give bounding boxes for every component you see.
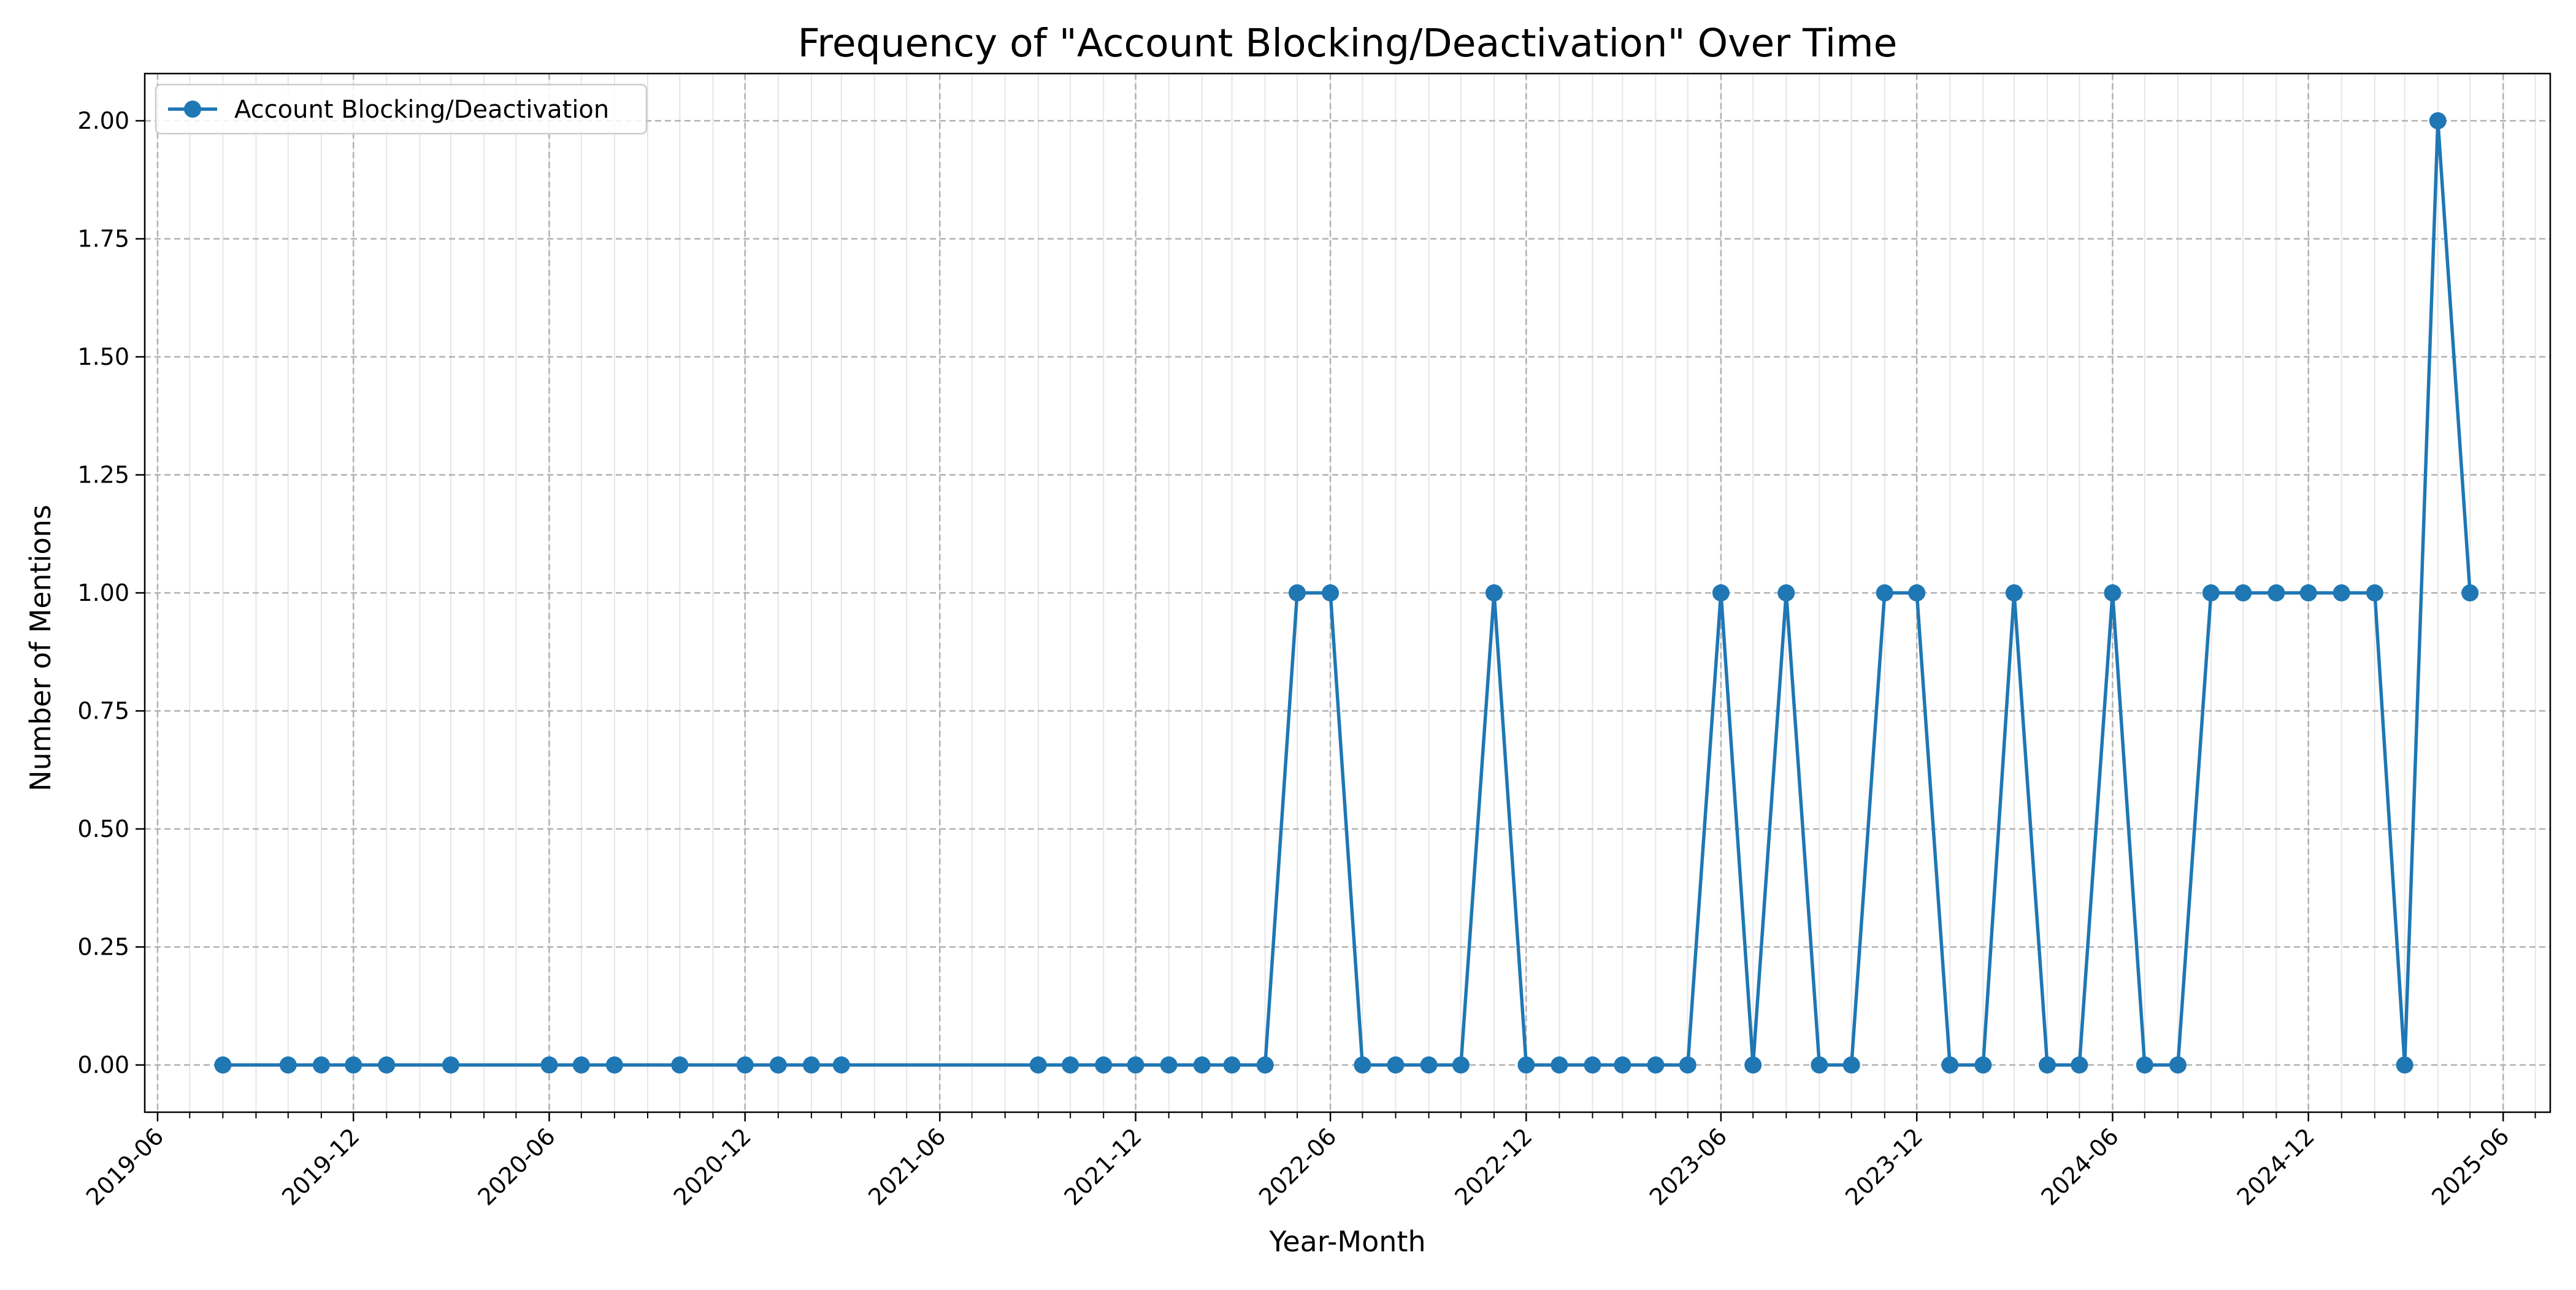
- data-point: [802, 1056, 820, 1074]
- data-point: [1095, 1056, 1113, 1074]
- data-point: [442, 1056, 459, 1074]
- data-point: [1584, 1056, 1601, 1074]
- data-point: [2267, 584, 2285, 601]
- plot-frame: [144, 72, 2551, 1113]
- data-point: [1777, 584, 1795, 601]
- data-point: [1485, 584, 1503, 601]
- legend: Account Blocking/Deactivation: [155, 83, 648, 135]
- data-point: [2104, 584, 2122, 601]
- y-tick-label: 1.25: [77, 462, 129, 489]
- data-point: [1679, 1056, 1696, 1074]
- y-tick-label: 0.50: [77, 815, 129, 842]
- data-point: [1420, 1056, 1438, 1074]
- data-point: [1647, 1056, 1665, 1074]
- data-point: [1614, 1056, 1631, 1074]
- data-point: [2366, 584, 2383, 601]
- x-axis-label: Year-Month: [1268, 1225, 1425, 1258]
- data-point: [1223, 1056, 1241, 1074]
- data-point: [769, 1056, 787, 1074]
- data-point: [1941, 1056, 1959, 1074]
- data-point: [1876, 584, 1893, 601]
- data-point: [605, 1056, 623, 1074]
- data-point: [279, 1056, 297, 1074]
- legend-box: [155, 83, 648, 135]
- data-point: [1452, 1056, 1470, 1074]
- data-point: [345, 1056, 362, 1074]
- data-point: [736, 1056, 754, 1074]
- data-point: [1744, 1056, 1762, 1074]
- data-point: [2136, 1056, 2153, 1074]
- data-point: [1551, 1056, 1568, 1074]
- data-point: [2039, 1056, 2056, 1074]
- data-point: [2429, 112, 2447, 129]
- data-point: [378, 1056, 396, 1074]
- data-point: [1029, 1056, 1047, 1074]
- y-axis-label: Number of Mentions: [24, 505, 57, 792]
- data-point: [832, 1056, 850, 1074]
- data-point: [2299, 584, 2317, 601]
- y-tick-label: 0.00: [77, 1051, 129, 1078]
- data-point: [1193, 1056, 1211, 1074]
- legend-marker-swatch: [184, 101, 201, 118]
- data-point: [2333, 584, 2350, 601]
- data-point: [1712, 584, 1730, 601]
- chart-title: Frequency of "Account Blocking/Deactivat…: [798, 21, 1898, 66]
- data-point: [1974, 1056, 1992, 1074]
- data-point: [2169, 1056, 2187, 1074]
- y-tick-label: 0.75: [77, 698, 129, 725]
- data-point: [2396, 1056, 2413, 1074]
- legend-label: Account Blocking/Deactivation: [234, 96, 609, 124]
- data-point: [1842, 1056, 1860, 1074]
- data-point: [2202, 584, 2220, 601]
- y-tick-label: 1.75: [77, 226, 129, 253]
- data-point: [2234, 584, 2252, 601]
- data-point: [572, 1056, 590, 1074]
- data-point: [1354, 1056, 1371, 1074]
- data-point: [214, 1056, 232, 1074]
- data-point: [2071, 1056, 2088, 1074]
- data-point: [1322, 584, 1340, 601]
- data-point: [1160, 1056, 1178, 1074]
- y-tick-label: 1.50: [77, 343, 129, 370]
- data-point: [1811, 1056, 1828, 1074]
- data-point: [1062, 1056, 1079, 1074]
- data-point: [1387, 1056, 1405, 1074]
- data-point: [1289, 584, 1306, 601]
- data-point: [2461, 584, 2479, 601]
- y-tick-label: 1.00: [77, 579, 129, 606]
- data-point: [2005, 584, 2023, 601]
- data-point: [671, 1056, 689, 1074]
- data-point: [1517, 1056, 1535, 1074]
- y-tick-label: 2.00: [77, 107, 129, 134]
- data-point: [1908, 584, 1926, 601]
- series-layer: [214, 112, 2479, 1074]
- y-tick-label: 0.25: [77, 934, 129, 961]
- data-point: [312, 1056, 330, 1074]
- data-point: [1127, 1056, 1144, 1074]
- data-point: [540, 1056, 558, 1074]
- data-point: [1256, 1056, 1274, 1074]
